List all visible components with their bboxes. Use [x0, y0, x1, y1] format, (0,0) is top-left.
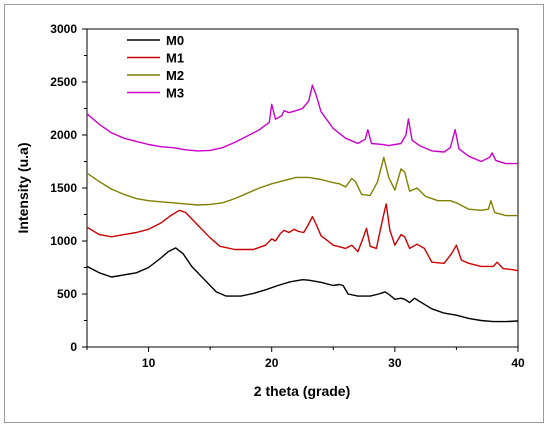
plot-area [86, 28, 519, 348]
x-tick-label: 10 [142, 356, 156, 370]
y-tick-label: 500 [57, 287, 77, 301]
y-tick-label: 0 [70, 340, 77, 354]
x-axis-ticks: 10 20 30 40 [86, 347, 525, 370]
y-tick-label: 3000 [50, 22, 77, 36]
legend-label-m1: M1 [166, 51, 184, 66]
legend-label-m0: M0 [166, 33, 184, 48]
x-axis-title: 2 theta (grade) [254, 383, 350, 399]
y-tick-label: 1500 [50, 181, 77, 195]
legend: M0 M1 M2 M3 [127, 33, 184, 101]
y-tick-label: 2000 [50, 128, 77, 142]
series-line-m2 [86, 156, 518, 217]
series-line-m1 [86, 203, 519, 272]
legend-label-m3: M3 [166, 86, 184, 101]
legend-label-m2: M2 [166, 68, 184, 83]
x-tick-label: 20 [265, 356, 279, 370]
y-tick-label: 2500 [50, 75, 77, 89]
series-line-m3 [86, 84, 518, 165]
series-line-m0 [86, 247, 519, 323]
x-tick-label: 40 [511, 356, 525, 370]
y-axis-title: Intensity (u.a) [15, 142, 31, 233]
series-group [86, 84, 519, 323]
y-tick-label: 1000 [50, 234, 77, 248]
chart-frame [4, 4, 544, 423]
y-axis-ticks: 0 500 1000 1500 2000 2500 3000 [50, 22, 87, 354]
x-tick-label: 30 [388, 356, 402, 370]
